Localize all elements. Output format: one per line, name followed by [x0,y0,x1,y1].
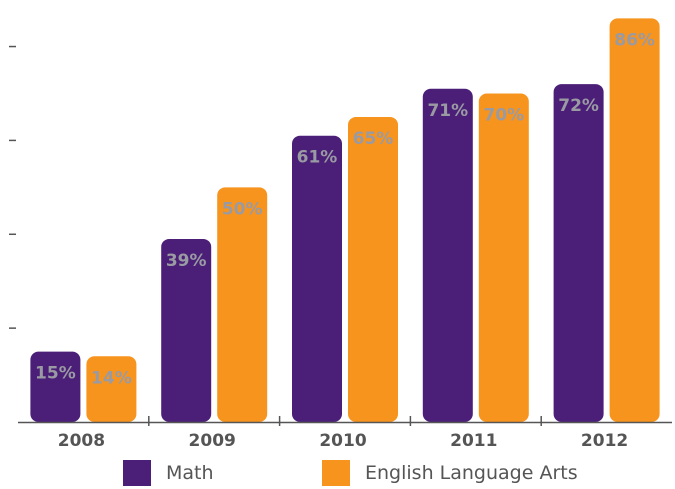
bar-math-2010 [292,135,342,422]
legend-label-ela: English Language Arts [365,462,578,484]
legend-item-ela: English Language Arts [322,460,578,486]
x-tick-label-2008: 2008 [58,431,105,451]
data-label-math-2010: 61% [297,148,338,168]
data-label-math-2009: 39% [166,251,207,271]
bar-english-language-arts-2009 [217,187,268,422]
data-label-math-2012: 72% [558,96,599,116]
bar-english-language-arts-2011 [478,93,529,423]
chart-legend: Math English Language Arts [0,460,675,489]
bar-chart: 15% 14% 2008 39% 50% 2009 61% 65% 2010 71% 70% 2011… [9,18,672,451]
x-tick-label-2010: 2010 [319,431,366,451]
legend-swatch-ela [322,460,350,486]
x-tick-label-2011: 2011 [450,431,497,451]
data-label-english-language-arts-2009: 50% [222,199,263,219]
bar-english-language-arts-2012 [609,18,660,423]
x-tick-label-2009: 2009 [189,431,236,451]
bar-english-language-arts-2010 [348,116,398,423]
bar-math-2008 [30,351,81,422]
bar-english-language-arts-2008 [86,356,137,422]
legend-swatch-math [123,460,151,486]
bar-math-2011 [422,88,473,422]
legend-label-math: Math [166,462,214,484]
legend-item-math: Math [123,460,214,486]
bar-math-2009 [161,238,212,422]
data-label-math-2008: 15% [35,364,76,384]
data-label-english-language-arts-2012: 86% [614,30,655,50]
data-label-math-2011: 71% [427,101,468,121]
x-tick-label-2012: 2012 [581,431,628,451]
data-label-english-language-arts-2011: 70% [483,105,524,125]
data-label-english-language-arts-2010: 65% [353,129,394,149]
data-label-english-language-arts-2008: 14% [91,368,132,388]
bar-math-2012 [553,84,604,422]
